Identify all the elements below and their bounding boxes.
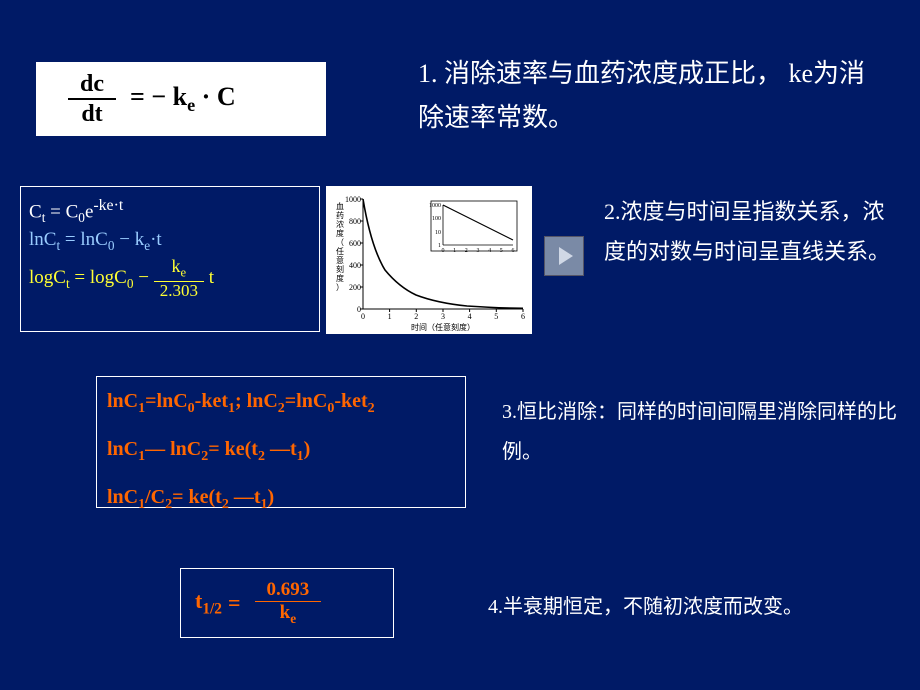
y-axis-label: 血药浓度 （任意刻 度）: [336, 201, 346, 292]
svg-text:6: 6: [521, 312, 525, 321]
t-half-eq: =: [228, 590, 241, 616]
t-half-fraction: 0.693 ke: [255, 579, 322, 627]
chart-svg: 血药浓度 （任意刻 度） 0 200 400 600 800 1000: [327, 187, 531, 333]
formula-exponential: Ct = C0e-ke·t lnCt = lnC0 − ke·t logCt =…: [20, 186, 320, 332]
play-button[interactable]: [544, 236, 584, 276]
svg-text:1: 1: [388, 312, 392, 321]
svg-text:4: 4: [468, 312, 472, 321]
svg-text:1000: 1000: [345, 195, 361, 204]
lnc-line2: lnC1— lnC2= ke(t2 —t1): [107, 429, 455, 477]
point-4-text: 4.半衰期恒定，不随初浓度而改变。: [488, 590, 908, 619]
x-axis-label: 时间（任意刻度）: [411, 322, 475, 332]
svg-text:100: 100: [432, 216, 441, 222]
log-rhs: t: [209, 267, 214, 288]
svg-text:4: 4: [488, 248, 491, 254]
svg-text:800: 800: [349, 217, 361, 226]
fraction: dc dt: [68, 70, 116, 128]
point-2-text: 2.浓度与时间呈指数关系，浓度的对数与时间呈直线关系。: [604, 192, 904, 272]
svg-text:10: 10: [435, 230, 441, 236]
numerator: dc: [68, 70, 116, 100]
formula-dc-dt: dc dt = − ke · C: [36, 62, 326, 136]
svg-text:3: 3: [477, 248, 480, 254]
svg-text:400: 400: [349, 261, 361, 270]
svg-text:1000: 1000: [429, 203, 441, 209]
formula-half-life: t1/2 = 0.693 ke: [180, 568, 394, 638]
lnc-line3: lnC1/C2= ke(t2 —t1): [107, 477, 455, 525]
eq-log: logCt = logC0 − ke 2.303 t: [29, 257, 311, 300]
eq-ct-c0: Ct = C0e-ke·t: [29, 197, 311, 226]
point-3-text: 3.恒比消除：同样的时间间隔里消除同样的比例。: [502, 392, 902, 472]
rhs: = − ke · C: [130, 82, 236, 116]
point-1-text: 1. 消除速率与血药浓度成正比， ke为消除速率常数。: [418, 52, 888, 140]
svg-text:5: 5: [494, 312, 498, 321]
y-ticks: 0 200 400 600 800 1000: [345, 195, 363, 314]
log-lhs: logCt = logC0 −: [29, 267, 154, 288]
svg-text:0: 0: [361, 312, 365, 321]
svg-text:2: 2: [414, 312, 418, 321]
svg-text:3: 3: [441, 312, 445, 321]
svg-text:2: 2: [465, 248, 468, 254]
t-half-den: ke: [255, 602, 322, 627]
lnc-line1: lnC1=lnC0-ket1; lnC2=lnC0-ket2: [107, 381, 455, 429]
log-fraction: ke 2.303: [154, 257, 204, 300]
play-icon: [559, 247, 573, 265]
formula-lnc: lnC1=lnC0-ket1; lnC2=lnC0-ket2 lnC1— lnC…: [96, 376, 466, 508]
t-half-lhs: t1/2: [195, 588, 222, 618]
inset-box: [431, 201, 517, 251]
concentration-time-chart: 血药浓度 （任意刻 度） 0 200 400 600 800 1000: [326, 186, 532, 334]
svg-text:5: 5: [500, 248, 503, 254]
eq-ln: lnCt = lnC0 − ke·t: [29, 230, 311, 253]
svg-text:200: 200: [349, 283, 361, 292]
svg-text:1: 1: [453, 248, 456, 254]
log-den: 2.303: [154, 282, 204, 301]
svg-text:0: 0: [442, 248, 445, 254]
t-half-num: 0.693: [255, 579, 322, 602]
denominator: dt: [68, 100, 116, 128]
svg-text:600: 600: [349, 239, 361, 248]
x-ticks: 0 1 2 3 4 5 6: [361, 309, 525, 321]
svg-text:6: 6: [512, 248, 515, 254]
log-num: ke: [154, 257, 204, 281]
slide: dc dt = − ke · C 1. 消除速率与血药浓度成正比， ke为消除速…: [0, 0, 920, 690]
